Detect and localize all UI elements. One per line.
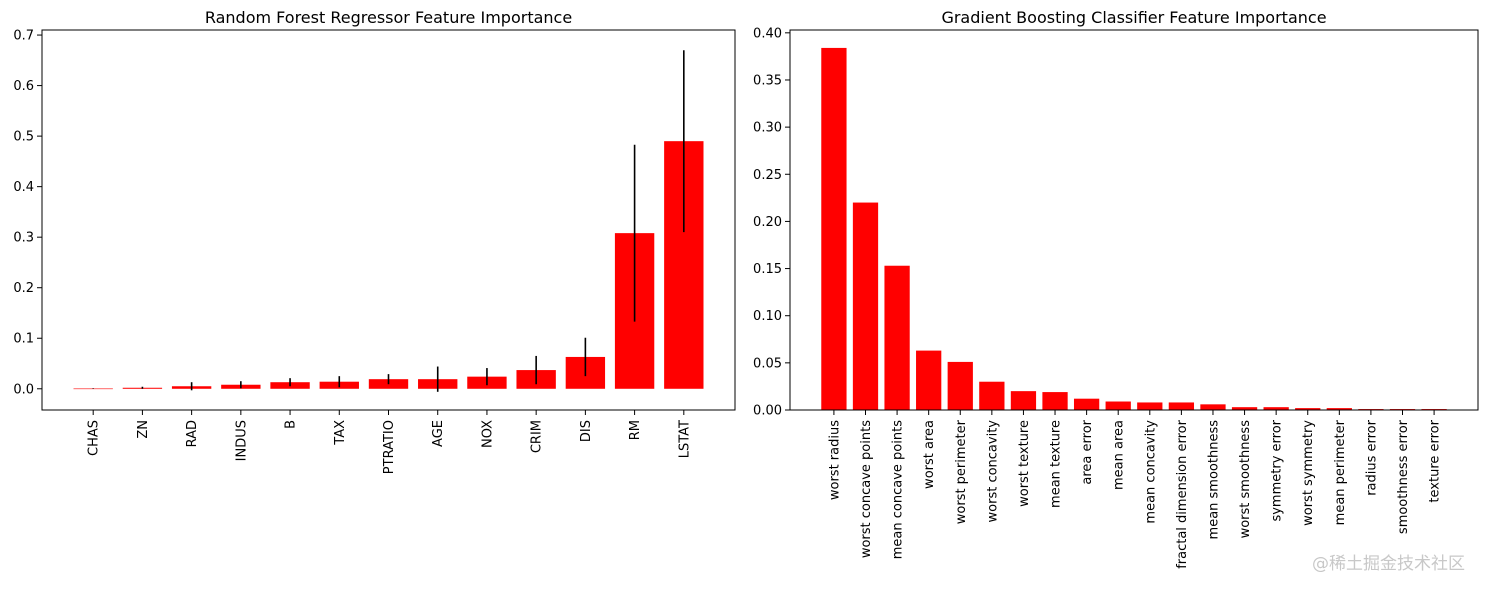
rf-ytick-label: 0.6: [13, 79, 34, 94]
gb-bar-mean-concave-points: [884, 265, 910, 410]
gb-xtick-label-worst-texture: worst texture: [1017, 420, 1032, 507]
gb-xtick-label-mean-perimeter: mean perimeter: [1333, 419, 1348, 525]
gb-bar-fractal-dimension-error: [1168, 402, 1195, 410]
gb-bar-worst-area: [916, 350, 942, 410]
gb-xtick-label-mean-concavity: mean concavity: [1143, 420, 1158, 524]
rf-xtick-label-rad: RAD: [185, 420, 200, 447]
gb-bar-worst-radius: [821, 47, 847, 410]
rf-xtick-label-ptratio: PTRATIO: [382, 420, 397, 474]
rf-chart-title: Random Forest Regressor Feature Importan…: [205, 8, 572, 27]
gb-xtick-label-worst-symmetry: worst symmetry: [1301, 420, 1316, 526]
rf-axes-frame: [41, 29, 736, 411]
gb-ytick-label: 0.30: [753, 121, 782, 136]
gb-ytick-label: 0.05: [753, 356, 782, 371]
rf-xtick-label-tax: TAX: [333, 420, 348, 446]
gb-ytick-label: 0.35: [753, 73, 782, 88]
gb-xtick-label-radius-error: radius error: [1364, 419, 1379, 495]
rf-ytick-label: 0.1: [13, 332, 34, 347]
gb-bar-worst-concavity: [979, 381, 1005, 410]
gb-ytick-label: 0.00: [753, 404, 782, 419]
gb-xtick-label-worst-perimeter: worst perimeter: [954, 419, 969, 524]
rf-xtick-label-b: B: [284, 420, 299, 429]
rf-ytick-label: 0.2: [13, 281, 34, 296]
gb-xtick-label-worst-area: worst area: [922, 420, 937, 489]
gb-ytick-label: 0.20: [753, 215, 782, 230]
gb-xtick-label-worst-concavity: worst concavity: [985, 420, 1000, 523]
gb-ytick-label: 0.10: [753, 309, 782, 324]
gb-xtick-label-texture-error: texture error: [1428, 419, 1443, 502]
rf-ytick-label: 0.5: [13, 130, 34, 145]
gb-axes-frame: [789, 29, 1479, 411]
gb-ytick-label: 0.25: [753, 168, 782, 183]
gb-xtick-label-worst-concave-points: worst concave points: [859, 420, 874, 558]
gb-bar-worst-smoothness: [1231, 407, 1258, 410]
gb-xtick-label-fractal-dimension-error: fractal dimension error: [1175, 419, 1190, 568]
rf-xtick-label-chas: CHAS: [87, 420, 102, 456]
rf-ytick-label: 0.7: [13, 29, 34, 44]
gb-xtick-label-mean-concave-points: mean concave points: [891, 420, 906, 559]
gb-bar-mean-smoothness: [1200, 404, 1226, 410]
gb-bar-worst-concave-points: [852, 202, 879, 410]
gb-ytick-label: 0.15: [753, 262, 782, 277]
gb-bar-worst-perimeter: [947, 361, 973, 410]
watermark-text: @稀土掘金技术社区: [1312, 554, 1465, 574]
gb-bar-area-error: [1073, 398, 1100, 410]
gb-ytick-label: 0.40: [753, 26, 782, 41]
rf-xtick-label-dis: DIS: [579, 420, 594, 442]
rf-xtick-label-lstat: LSTAT: [677, 420, 692, 458]
rf-xtick-label-indus: INDUS: [234, 420, 249, 461]
gb-xtick-label-worst-smoothness: worst smoothness: [1238, 420, 1253, 539]
rf-xtick-label-crim: CRIM: [530, 420, 545, 453]
gb-bar-mean-texture: [1042, 392, 1068, 410]
rf-ytick-label: 0.3: [13, 231, 34, 246]
gb-xtick-label-symmetry-error: symmetry error: [1270, 419, 1285, 521]
rf-ytick-label: 0.0: [13, 382, 34, 397]
gb-feature-importance-chart: Gradient Boosting Classifier Feature Imp…: [753, 8, 1479, 569]
rf-xtick-label-nox: NOX: [480, 420, 495, 448]
gb-chart-title: Gradient Boosting Classifier Feature Imp…: [941, 8, 1326, 27]
rf-xtick-label-zn: ZN: [136, 420, 151, 439]
rf-ytick-label: 0.4: [13, 180, 34, 195]
gb-xtick-label-smoothness-error: smoothness error: [1396, 419, 1411, 534]
rf-bar-chas: [73, 388, 113, 390]
gb-bar-mean-perimeter: [1326, 408, 1352, 410]
gb-bar-mean-concavity: [1137, 402, 1163, 410]
gb-xtick-label-mean-texture: mean texture: [1049, 420, 1064, 508]
gb-xtick-label-mean-smoothness: mean smoothness: [1206, 420, 1221, 540]
rf-feature-importance-chart: Random Forest Regressor Feature Importan…: [13, 8, 736, 474]
rf-xtick-label-rm: RM: [628, 420, 643, 440]
gb-bar-worst-texture: [1010, 391, 1037, 410]
rf-xtick-label-age: AGE: [431, 420, 446, 447]
gb-bar-symmetry-error: [1263, 407, 1289, 410]
gb-xtick-label-worst-radius: worst radius: [827, 420, 842, 500]
gb-xtick-label-mean-area: mean area: [1112, 420, 1127, 490]
gb-bar-mean-area: [1105, 401, 1131, 410]
gb-bar-worst-symmetry: [1295, 408, 1321, 410]
gb-xtick-label-area-error: area error: [1080, 419, 1095, 484]
